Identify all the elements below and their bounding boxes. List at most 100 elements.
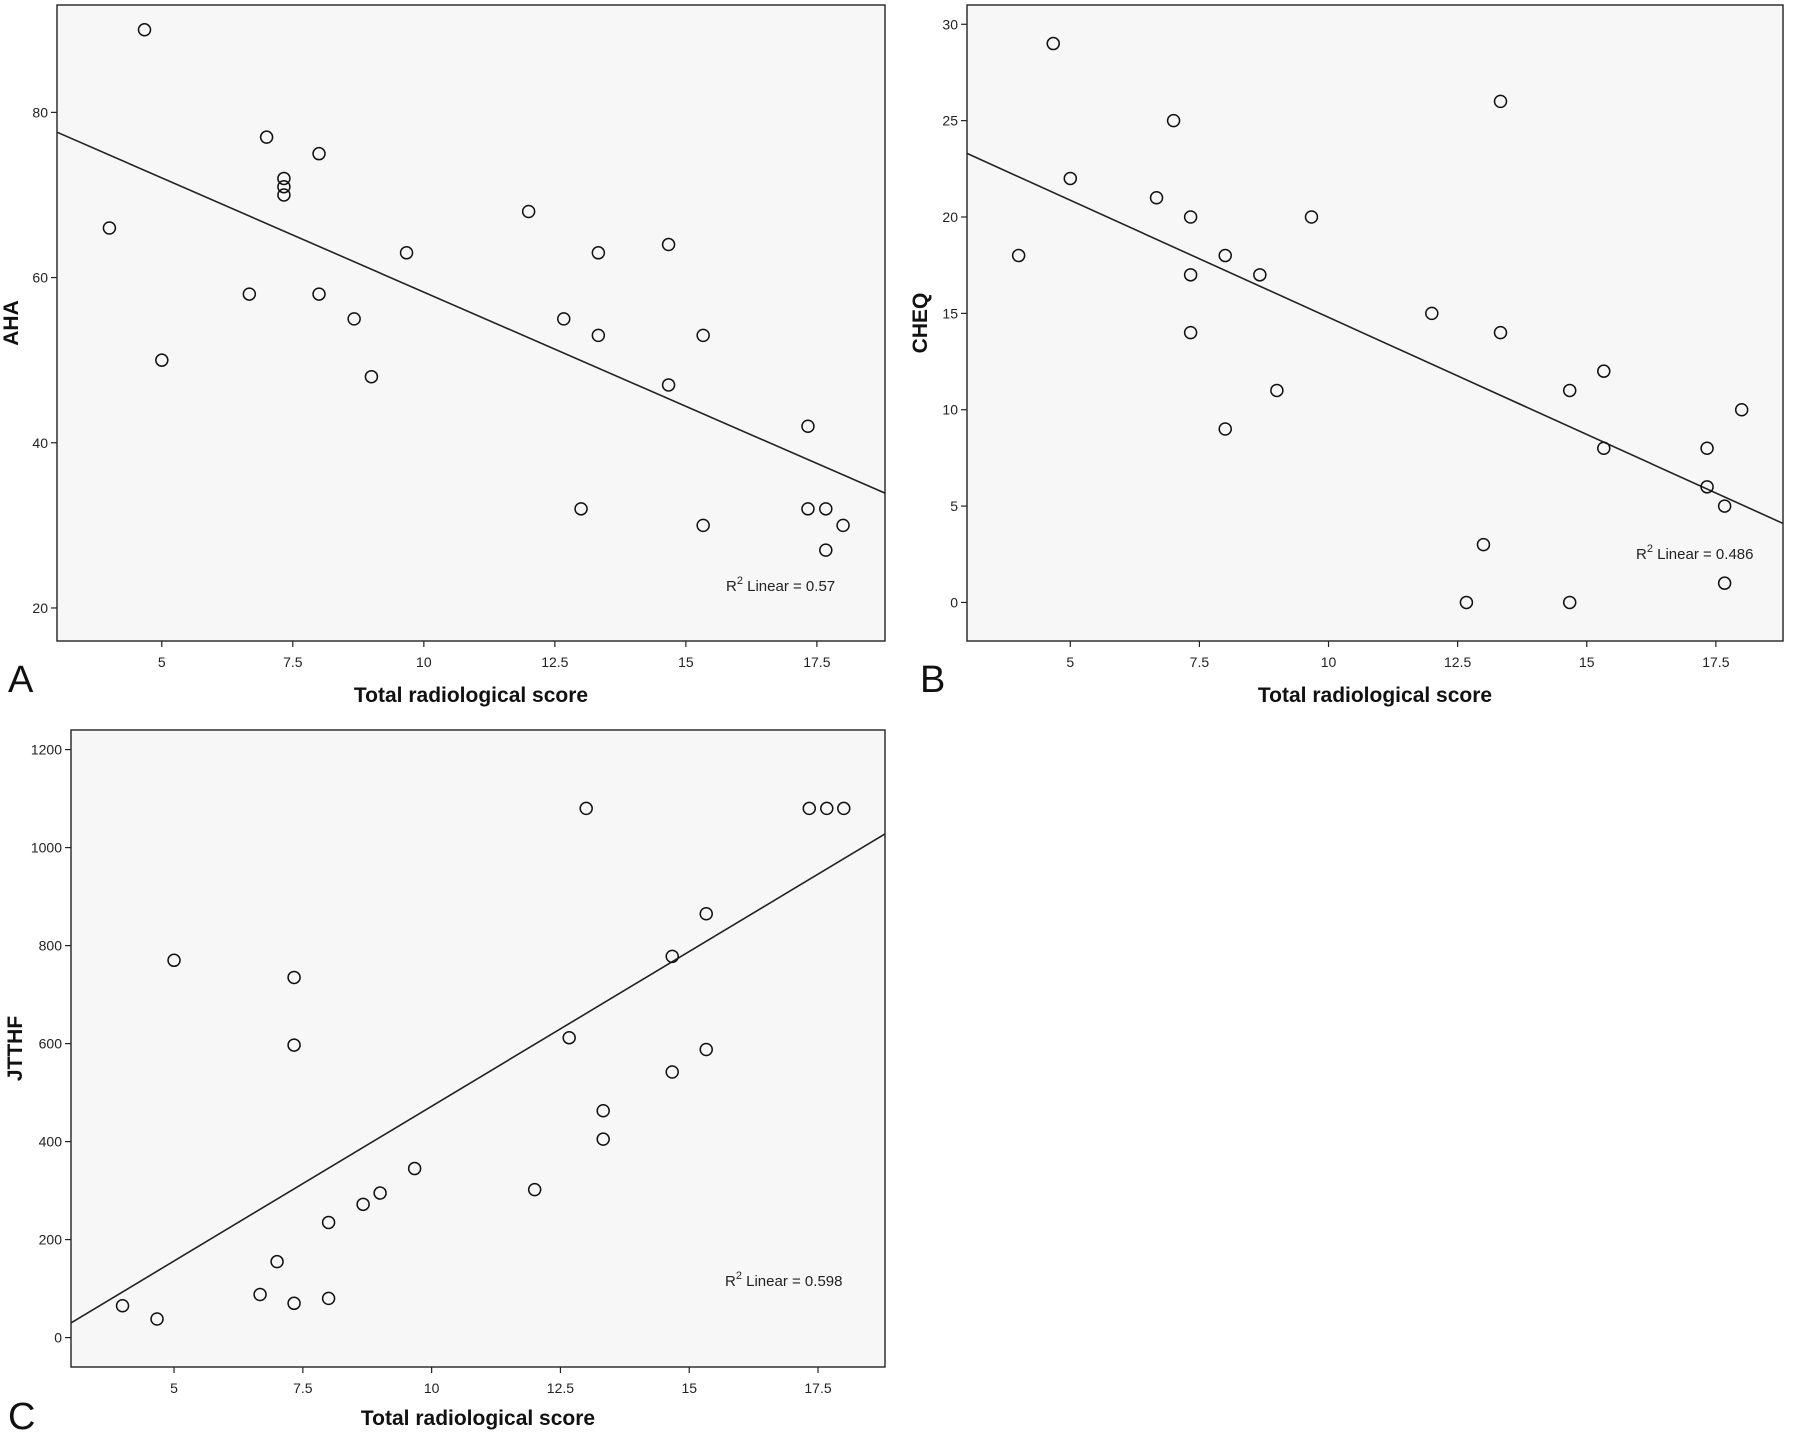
x-tick-label: 10	[416, 654, 432, 670]
y-axis-title: CHEQ	[909, 293, 932, 354]
data-point	[596, 1103, 610, 1118]
r2-annotation: R2 Linear = 0.598	[725, 1270, 842, 1290]
panel-a: 5 7.5 10 12.5 15 17.5 20 40 60 80 R2 Linear = 0.57…	[0, 0, 900, 720]
x-tick-label: 15	[1579, 654, 1595, 670]
r2-superscript: 2	[737, 575, 743, 587]
data-point	[312, 287, 326, 301]
data-point	[802, 801, 817, 816]
y-tick-label: 20	[32, 600, 48, 616]
x-axis-title: Total radiological score	[1258, 684, 1492, 707]
x-tick-label: 7.5	[283, 654, 303, 670]
data-point	[1218, 248, 1232, 263]
y-tick-label: 800	[39, 938, 63, 954]
x-tick-label: 5	[170, 1380, 178, 1396]
data-point	[1562, 595, 1577, 610]
data-point	[287, 1038, 301, 1052]
data-point	[820, 801, 834, 816]
data-point	[819, 502, 833, 516]
y-tick-label: 60	[32, 270, 48, 286]
x-tick-label: 10	[424, 1380, 440, 1396]
data-point	[287, 970, 301, 985]
data-point	[1734, 402, 1749, 417]
y-tick-label: 0	[54, 1330, 62, 1346]
scatter-plot-b: 5 7.5 10 12.5 15 17.5 0 5 10 15 20 25 30 R2 Linear = …	[909, 4, 1784, 707]
data-point	[699, 907, 713, 921]
data-point	[373, 1186, 387, 1200]
x-tick-label: 5	[1066, 654, 1074, 670]
x-axis-title: Total radiological score	[361, 1407, 595, 1430]
panel-letter: A	[8, 659, 34, 701]
data-point	[836, 518, 850, 533]
r2-superscript: 2	[736, 1270, 742, 1282]
y-tick-label: 400	[39, 1134, 63, 1150]
data-point	[1253, 268, 1267, 282]
y-tick-label: 600	[39, 1036, 63, 1052]
data-point	[277, 179, 291, 194]
data-point	[253, 1287, 267, 1302]
data-point	[1166, 113, 1181, 128]
plot-area-c	[70, 729, 886, 1368]
x-tick-label: 7.5	[1190, 654, 1210, 670]
data-point	[1700, 480, 1714, 494]
data-point	[155, 353, 169, 367]
data-point	[407, 1161, 422, 1176]
data-point	[347, 312, 361, 326]
data-point	[696, 328, 710, 343]
data-point	[696, 518, 710, 533]
r2-text: Linear = 0.598	[742, 1273, 843, 1290]
data-point	[1493, 94, 1508, 109]
data-point	[270, 1254, 284, 1269]
data-point	[1700, 441, 1714, 456]
data-point	[1183, 210, 1198, 224]
y-tick-label: 80	[32, 104, 48, 120]
y-axis-title: JTTHF	[4, 1016, 27, 1082]
data-point	[1218, 422, 1232, 436]
x-tick-label: 17.5	[1702, 654, 1729, 670]
x-tick-label: 12.5	[547, 1380, 574, 1396]
data-point	[102, 221, 117, 235]
data-point	[287, 1296, 301, 1311]
x-tick-label: 7.5	[293, 1380, 313, 1396]
scatter-plot-a: 5 7.5 10 12.5 15 17.5 20 40 60 80 R2 Linear = 0.57…	[0, 4, 886, 707]
y-tick-label: 20	[942, 209, 958, 225]
data-point	[1717, 576, 1732, 590]
x-tick-label: 12.5	[541, 654, 568, 670]
data-point	[1597, 441, 1611, 456]
data-point	[150, 1312, 164, 1326]
data-point	[801, 502, 815, 516]
data-point	[1304, 210, 1319, 224]
data-point	[591, 328, 606, 343]
regression-line	[56, 131, 886, 494]
data-point	[167, 953, 181, 968]
data-point	[364, 369, 379, 384]
data-point	[321, 1215, 336, 1230]
regression-line	[966, 152, 1784, 525]
data-point	[1717, 499, 1732, 513]
plot-area-b	[966, 4, 1784, 642]
x-tick-label: 15	[678, 654, 694, 670]
data-point	[579, 801, 593, 816]
x-tick-label: 10	[1321, 654, 1337, 670]
data-point	[312, 146, 326, 161]
x-tick-label: 12.5	[1444, 654, 1471, 670]
data-point	[699, 1042, 713, 1057]
panel-letter: B	[920, 659, 945, 701]
r2-text: Linear = 0.57	[743, 578, 835, 595]
data-point	[356, 1197, 370, 1212]
data-point	[1063, 171, 1078, 186]
data-point	[661, 237, 676, 252]
y-tick-label: 0	[950, 594, 958, 610]
r2-prefix: R	[1636, 546, 1647, 563]
y-tick-label: 200	[39, 1232, 63, 1248]
data-point	[596, 1132, 610, 1146]
data-point	[242, 287, 257, 301]
data-point	[259, 130, 274, 144]
x-axis-title: Total radiological score	[354, 684, 588, 707]
r2-superscript: 2	[1647, 543, 1653, 555]
data-point	[591, 246, 606, 260]
r2-prefix: R	[725, 1273, 736, 1290]
data-point	[399, 246, 414, 260]
data-point	[1459, 595, 1474, 610]
x-tick-label: 17.5	[804, 1380, 831, 1396]
x-tick-label: 15	[681, 1380, 697, 1396]
